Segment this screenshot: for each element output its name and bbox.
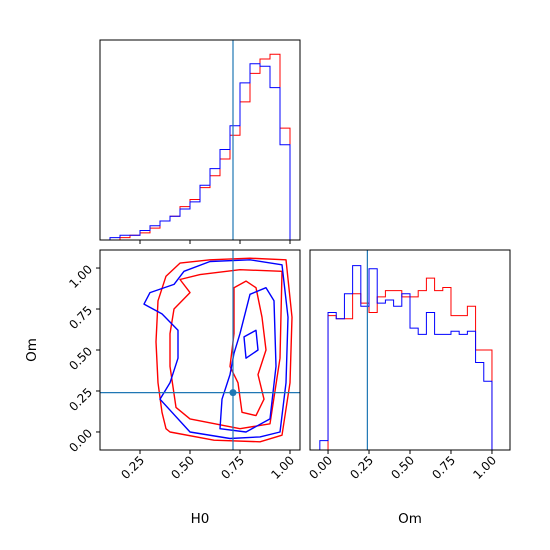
contour-x-tick-label-1: 0.50 <box>168 453 197 482</box>
h0-histogram-frame <box>99 39 301 241</box>
contour-marks <box>100 250 300 450</box>
contour-series-1-level-2 <box>243 329 259 359</box>
om-histogram-x-tick-label-0: 0.00 <box>306 453 335 482</box>
contour-x-tick-label-3: 1.00 <box>268 453 297 482</box>
om-histogram-marks <box>311 250 509 451</box>
om-histogram-x-tick-label-2: 0.50 <box>388 453 417 482</box>
h0-histogram-marks <box>100 40 300 241</box>
contour-y-tick-label-4: 1.00 <box>66 262 95 291</box>
h0-histogram-series-1 <box>100 63 300 241</box>
om-histogram-x-tick-label-3: 0.75 <box>429 453 458 482</box>
om-hist-x-axis-label: Om <box>398 511 422 527</box>
contour-panel <box>99 249 301 451</box>
om-histogram-x-tick-label-4: 1.00 <box>470 453 499 482</box>
contour-y-tick-label-0: 0.00 <box>66 426 95 455</box>
contour-series-1-level-1 <box>219 287 277 433</box>
contour-y-tick-label-3: 0.75 <box>66 303 95 332</box>
contour-series-1-level-0 <box>143 259 289 440</box>
contour-series-0-level-1 <box>169 269 283 430</box>
contour-series-0-level-2 <box>229 280 267 417</box>
contour-x-tick-label-0: 0.25 <box>118 453 147 482</box>
h0-histogram-panel <box>99 39 301 241</box>
contour-y-axis-label: Om <box>24 338 40 362</box>
contour-y-tick-label-1: 0.25 <box>66 385 95 414</box>
contour-x-axis-label: H0 <box>191 511 210 527</box>
contour-x-tick-label-2: 0.75 <box>218 453 247 482</box>
om-histogram-x-tick-label-1: 0.25 <box>347 453 376 482</box>
contour-y-tick-label-2: 0.50 <box>66 344 95 373</box>
om-histogram-panel <box>309 249 511 451</box>
om-histogram-series-1 <box>311 265 509 451</box>
contour-truth-marker <box>229 389 237 397</box>
